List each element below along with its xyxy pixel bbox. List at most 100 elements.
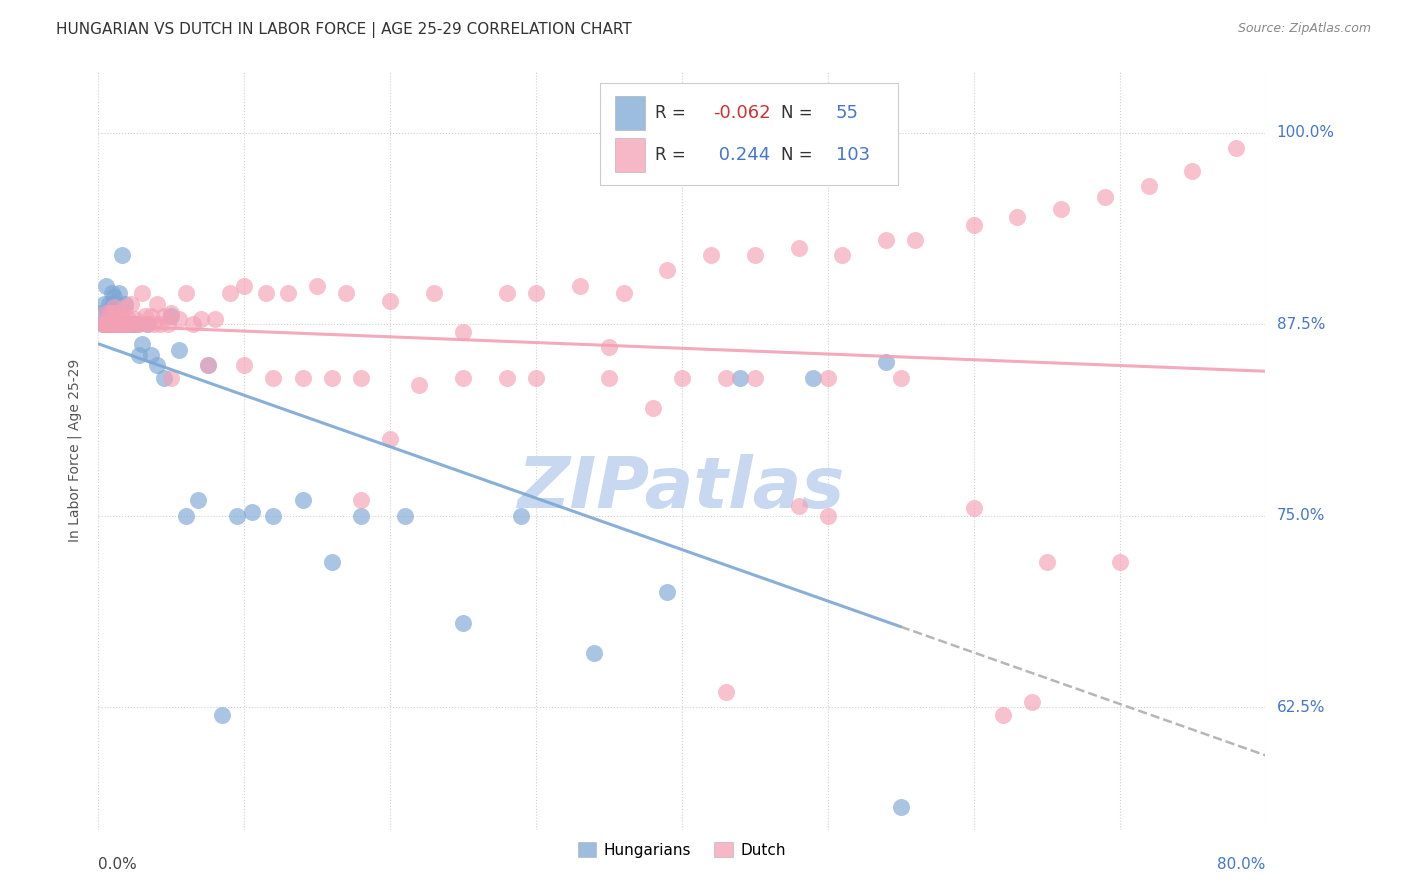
Point bbox=[115, 317, 138, 331]
Point bbox=[96, 306, 118, 320]
Point bbox=[111, 248, 134, 262]
Point bbox=[139, 348, 162, 362]
Point bbox=[700, 248, 723, 262]
Point bbox=[103, 289, 125, 303]
Point bbox=[120, 297, 142, 311]
Bar bbox=[616, 137, 644, 172]
Point bbox=[240, 506, 263, 520]
Point bbox=[91, 317, 114, 331]
Point bbox=[197, 359, 219, 373]
Point bbox=[524, 286, 547, 301]
Point bbox=[108, 317, 131, 331]
Point bbox=[94, 306, 117, 320]
Point bbox=[496, 286, 519, 301]
Point bbox=[91, 317, 114, 331]
Text: HUNGARIAN VS DUTCH IN LABOR FORCE | AGE 25-29 CORRELATION CHART: HUNGARIAN VS DUTCH IN LABOR FORCE | AGE … bbox=[56, 22, 631, 38]
Point bbox=[451, 325, 474, 339]
Point bbox=[307, 278, 329, 293]
Point bbox=[380, 432, 402, 446]
Text: 0.0%: 0.0% bbox=[98, 857, 138, 872]
Point bbox=[321, 554, 343, 568]
FancyBboxPatch shape bbox=[600, 83, 898, 186]
Point bbox=[583, 647, 606, 661]
Point bbox=[105, 317, 128, 331]
Point bbox=[962, 500, 984, 515]
Text: 62.5%: 62.5% bbox=[1277, 699, 1324, 714]
Point bbox=[142, 317, 165, 331]
Point bbox=[111, 317, 134, 331]
Point bbox=[657, 585, 679, 599]
Point bbox=[110, 317, 132, 331]
Point bbox=[131, 337, 153, 351]
Text: 0.244: 0.244 bbox=[713, 145, 770, 164]
Point bbox=[744, 248, 766, 262]
Point bbox=[114, 300, 136, 314]
Point bbox=[817, 508, 839, 523]
Point bbox=[233, 278, 256, 293]
Point bbox=[117, 312, 139, 326]
Point bbox=[101, 317, 124, 331]
Point bbox=[787, 500, 810, 514]
Text: 103: 103 bbox=[837, 145, 870, 164]
Point bbox=[90, 306, 112, 320]
Point bbox=[97, 297, 120, 311]
Point bbox=[831, 248, 853, 262]
Point bbox=[641, 401, 664, 416]
Point bbox=[787, 240, 810, 254]
Point bbox=[350, 508, 373, 523]
Point bbox=[101, 317, 124, 331]
Legend: Hungarians, Dutch: Hungarians, Dutch bbox=[572, 836, 792, 863]
Point bbox=[93, 297, 115, 311]
Point bbox=[98, 317, 121, 331]
Point bbox=[110, 317, 132, 331]
Bar bbox=[616, 96, 644, 130]
Point bbox=[103, 300, 125, 314]
Point bbox=[135, 317, 157, 331]
Point bbox=[105, 306, 128, 320]
Point bbox=[744, 370, 766, 384]
Point bbox=[131, 286, 153, 301]
Point bbox=[277, 286, 299, 301]
Point bbox=[1021, 695, 1043, 709]
Point bbox=[94, 317, 117, 331]
Point bbox=[1007, 210, 1029, 224]
Point bbox=[93, 317, 115, 331]
Point bbox=[114, 297, 136, 311]
Point bbox=[153, 310, 176, 324]
Point bbox=[100, 286, 122, 301]
Point bbox=[1050, 202, 1073, 217]
Point bbox=[104, 310, 127, 324]
Point bbox=[128, 348, 150, 362]
Point bbox=[904, 233, 927, 247]
Point bbox=[350, 370, 373, 384]
Text: 75.0%: 75.0% bbox=[1277, 508, 1324, 523]
Point bbox=[962, 218, 984, 232]
Point bbox=[125, 317, 148, 331]
Point bbox=[671, 370, 693, 384]
Point bbox=[101, 306, 124, 320]
Point bbox=[167, 343, 190, 358]
Point bbox=[112, 312, 135, 326]
Point bbox=[598, 340, 620, 354]
Point bbox=[204, 312, 226, 326]
Point bbox=[1181, 164, 1204, 178]
Point bbox=[93, 317, 115, 331]
Point bbox=[105, 317, 128, 331]
Point bbox=[110, 310, 132, 324]
Point bbox=[120, 317, 142, 331]
Point bbox=[103, 317, 125, 331]
Point bbox=[97, 317, 120, 331]
Point bbox=[127, 317, 149, 331]
Text: 80.0%: 80.0% bbox=[1218, 857, 1265, 872]
Point bbox=[187, 493, 209, 508]
Point bbox=[218, 286, 240, 301]
Point bbox=[160, 310, 183, 324]
Point bbox=[451, 615, 474, 630]
Point bbox=[730, 370, 752, 384]
Point bbox=[139, 310, 162, 324]
Point bbox=[890, 370, 912, 384]
Point bbox=[380, 294, 402, 309]
Point bbox=[291, 493, 314, 508]
Text: 87.5%: 87.5% bbox=[1277, 317, 1324, 332]
Point bbox=[1094, 190, 1116, 204]
